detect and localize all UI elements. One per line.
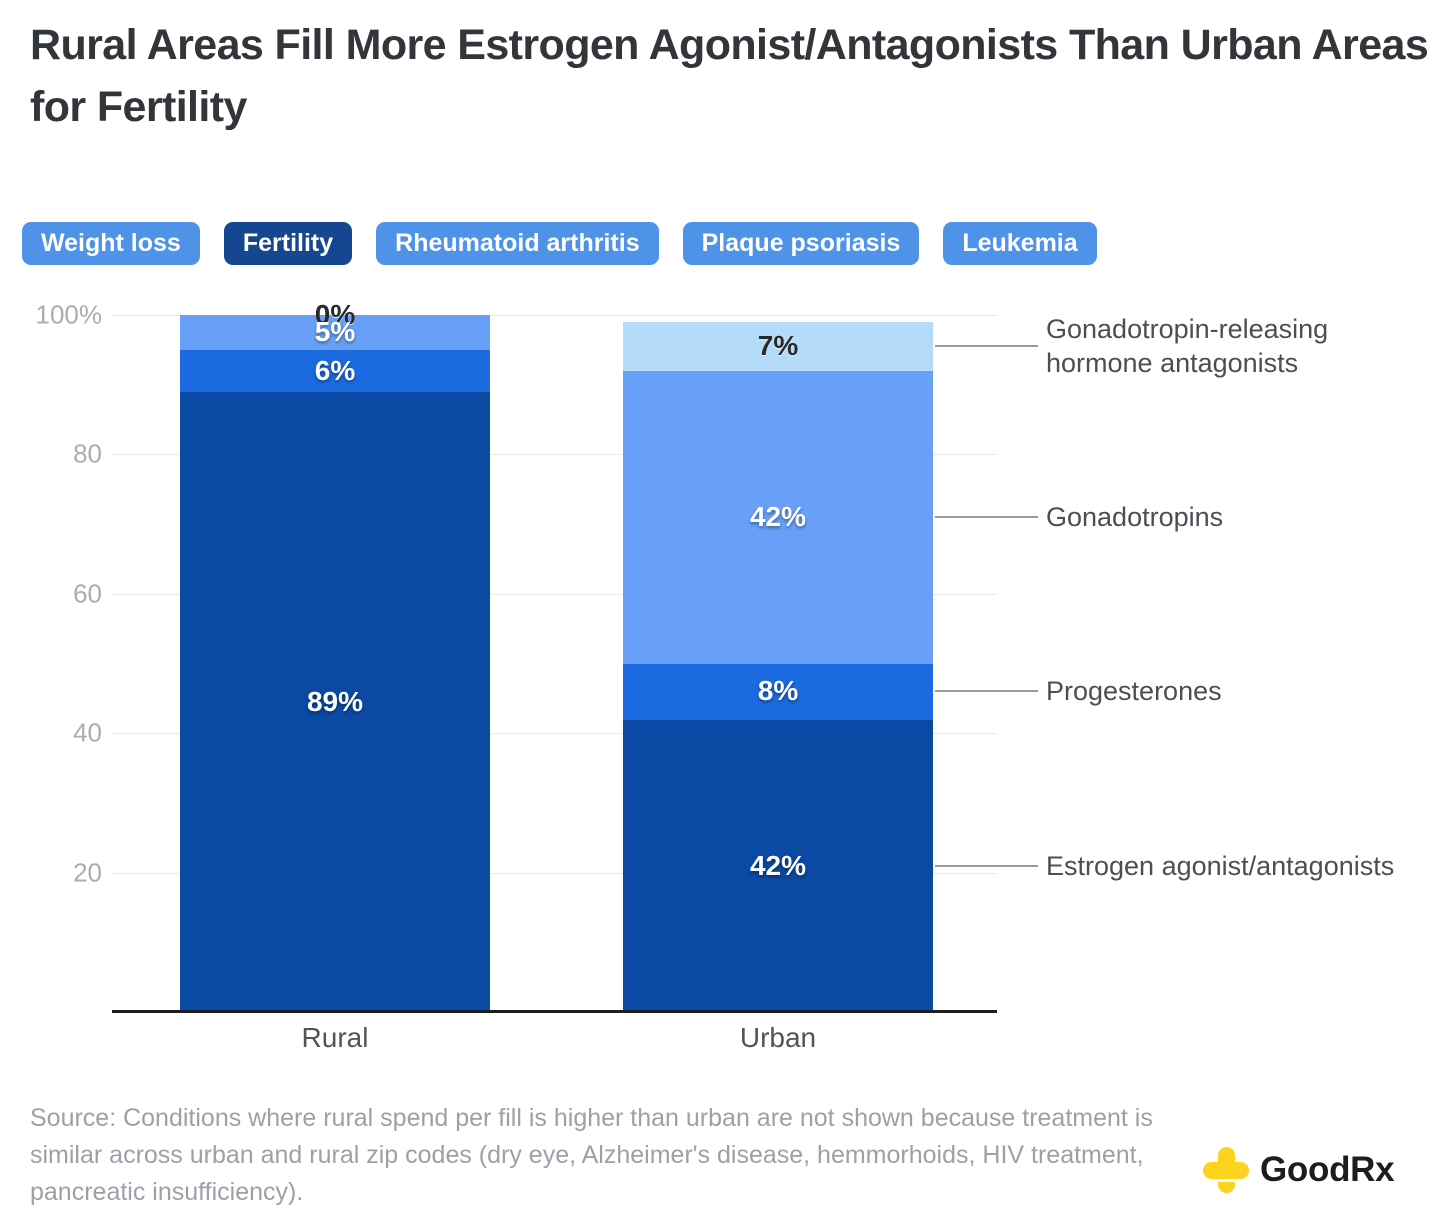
condition-tabs: Weight loss Fertility Rheumatoid arthritis… — [22, 222, 1097, 265]
gridline-20 — [112, 873, 997, 874]
y-axis-tick-20: 20 — [73, 857, 102, 888]
bar-segment-urban-progesterones — [623, 664, 933, 720]
segment-value-label-rural-gonadotropin-releasing-hormone-antagonists: 0% — [314, 299, 356, 330]
gridline-60 — [112, 594, 997, 595]
gridline-80 — [112, 454, 997, 455]
x-axis-line — [112, 1010, 997, 1013]
tab-fertility[interactable]: Fertility — [223, 222, 353, 265]
y-axis-tick-80: 80 — [73, 438, 102, 469]
legend-callout-line-progesterones — [935, 690, 1038, 692]
bar-segment-rural-estrogen-agonist-antagonists — [180, 392, 490, 1012]
bar-segment-rural-progesterones — [180, 350, 490, 392]
goodrx-plus-icon — [1203, 1147, 1249, 1193]
x-axis-label-urban: Urban — [739, 1022, 817, 1053]
source-note: Source: Conditions where rural spend per… — [30, 1104, 1153, 1206]
y-axis-tick-40: 40 — [73, 717, 102, 748]
segment-value-label-rural-progesterones: 6% — [314, 355, 356, 386]
plus-icon-horizontal-bar — [1203, 1161, 1249, 1179]
goodrx-wordmark: GoodRx — [1260, 1150, 1395, 1190]
bar-segment-urban-gonadotropins — [623, 371, 933, 664]
segment-value-label-urban-progesterones: 8% — [757, 675, 799, 706]
tab-weight-loss[interactable]: Weight loss — [22, 222, 200, 265]
tab-rheumatoid-arthritis[interactable]: Rheumatoid arthritis — [376, 222, 659, 265]
gridline-40 — [112, 733, 997, 734]
gridline-100 — [112, 315, 997, 316]
y-axis-tick-100: 100% — [35, 299, 103, 330]
bar-segment-urban-estrogen-agonist-antagonists — [623, 719, 933, 1012]
legend-label-progesterones: Progesterones — [1046, 676, 1222, 706]
y-axis-tick-60: 60 — [73, 578, 102, 609]
goodrx-wordmark-rx: Rx — [1350, 1150, 1395, 1189]
tab-plaque-psoriasis[interactable]: Plaque psoriasis — [682, 222, 920, 265]
legend-label-gonadotropin-releasing-hormone-antagonists: Gonadotropin-releasing hormone antagonis… — [1046, 314, 1329, 378]
plus-icon-notch — [1216, 1178, 1236, 1182]
segment-value-label-urban-gonadotropin-releasing-hormone-antagonists: 7% — [757, 330, 799, 361]
bar-segment-rural-gonadotropins — [180, 315, 490, 350]
goodrx-logo: GoodRx — [1203, 1147, 1395, 1193]
page-title: Rural Areas Fill More Estrogen Agonist/A… — [30, 21, 1429, 131]
bar-segment-urban-gonadotropin-releasing-hormone-antagonists — [623, 322, 933, 371]
legend-callout-line-gonadotropins — [935, 516, 1038, 518]
tab-leukemia[interactable]: Leukemia — [943, 222, 1097, 265]
segment-value-label-urban-gonadotropins: 42% — [749, 501, 807, 532]
legend-callout-line-gonadotropin-releasing-hormone-antagonists — [935, 345, 1038, 347]
segment-value-label-rural-estrogen-agonist-antagonists: 89% — [306, 686, 364, 717]
legend-callout-line-estrogen-agonist-antagonists — [935, 865, 1038, 867]
x-axis-label-rural: Rural — [301, 1022, 369, 1053]
segment-value-label-rural-gonadotropins: 5% — [314, 316, 356, 347]
legend-label-estrogen-agonist-antagonists: Estrogen agonist/antagonists — [1046, 851, 1395, 881]
goodrx-wordmark-good: Good — [1260, 1150, 1351, 1189]
legend-label-gonadotropins: Gonadotropins — [1046, 502, 1224, 532]
segment-value-label-urban-estrogen-agonist-antagonists: 42% — [749, 850, 807, 881]
